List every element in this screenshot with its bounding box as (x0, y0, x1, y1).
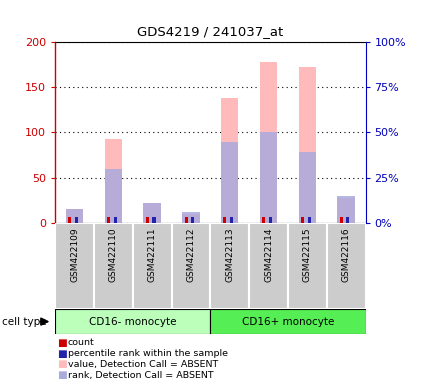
FancyBboxPatch shape (288, 223, 327, 309)
Bar (107, 217, 110, 223)
Text: GSM422113: GSM422113 (225, 227, 234, 282)
Bar (269, 217, 272, 223)
FancyBboxPatch shape (55, 309, 210, 334)
Bar (153, 217, 156, 223)
Bar (230, 217, 233, 223)
Bar (223, 217, 227, 223)
Bar (340, 217, 343, 223)
Bar (191, 217, 194, 223)
Bar (337, 199, 355, 223)
Text: ■: ■ (57, 359, 67, 369)
Bar (113, 217, 117, 223)
Bar (260, 132, 277, 223)
Text: ■: ■ (57, 370, 67, 380)
Text: GSM422114: GSM422114 (264, 227, 273, 281)
FancyBboxPatch shape (249, 223, 288, 309)
Text: GSM422111: GSM422111 (148, 227, 157, 282)
Bar (308, 217, 311, 223)
Text: value, Detection Call = ABSENT: value, Detection Call = ABSENT (68, 360, 218, 369)
Bar (144, 203, 161, 223)
Text: ■: ■ (57, 349, 67, 359)
Bar (221, 98, 238, 223)
Text: rank, Detection Call = ABSENT: rank, Detection Call = ABSENT (68, 371, 214, 380)
Bar (182, 212, 200, 223)
Bar (337, 196, 355, 223)
Bar (221, 142, 238, 223)
FancyBboxPatch shape (210, 309, 366, 334)
FancyBboxPatch shape (172, 223, 210, 309)
Text: count: count (68, 338, 95, 348)
Bar (68, 217, 71, 223)
Text: GSM422110: GSM422110 (109, 227, 118, 282)
Bar (299, 152, 316, 223)
Text: percentile rank within the sample: percentile rank within the sample (68, 349, 228, 358)
Text: cell type: cell type (2, 316, 47, 327)
Text: GSM422109: GSM422109 (70, 227, 79, 282)
Text: CD16+ monocyte: CD16+ monocyte (242, 316, 334, 327)
Bar (144, 203, 161, 223)
Text: GSM422116: GSM422116 (342, 227, 351, 282)
Text: GSM422115: GSM422115 (303, 227, 312, 282)
Bar (66, 209, 83, 223)
FancyBboxPatch shape (133, 223, 172, 309)
Text: ■: ■ (57, 338, 67, 348)
Text: CD16- monocyte: CD16- monocyte (89, 316, 176, 327)
Bar (262, 217, 265, 223)
Bar (301, 217, 304, 223)
Bar (184, 217, 188, 223)
FancyBboxPatch shape (55, 223, 94, 309)
Bar (182, 214, 200, 223)
FancyBboxPatch shape (327, 223, 366, 309)
Bar (66, 209, 83, 223)
Bar (146, 217, 149, 223)
Bar (105, 139, 122, 223)
Bar (75, 217, 78, 223)
Text: GSM422112: GSM422112 (187, 227, 196, 281)
Bar (299, 66, 316, 223)
Bar (105, 169, 122, 223)
Bar (260, 62, 277, 223)
Bar (346, 217, 349, 223)
FancyBboxPatch shape (210, 223, 249, 309)
Title: GDS4219 / 241037_at: GDS4219 / 241037_at (137, 25, 283, 38)
FancyBboxPatch shape (94, 223, 133, 309)
